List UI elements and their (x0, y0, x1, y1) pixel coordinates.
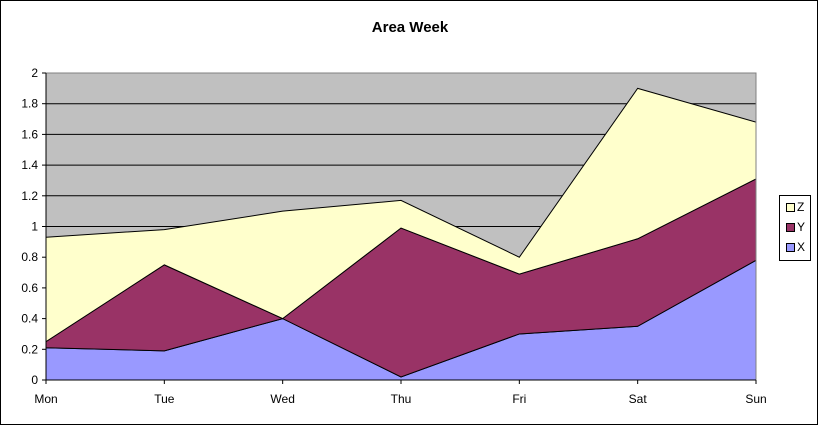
y-tick-label: 1.4 (21, 158, 38, 172)
chart-title: Area Week (371, 19, 449, 36)
x-tick-label: Wed (270, 392, 294, 406)
x-tick-label: Tue (154, 392, 175, 406)
x-tick-label: Thu (391, 392, 412, 406)
y-tick-label: 1.8 (21, 97, 38, 111)
y-tick-label: 0.6 (21, 281, 38, 295)
legend-swatch-z (786, 203, 795, 212)
legend-label-x: X (797, 240, 806, 254)
y-tick-label: 0.8 (21, 250, 38, 264)
y-tick-label: 1.6 (21, 127, 38, 141)
legend-label-y: Y (797, 220, 806, 234)
y-tick-label: 0.2 (21, 342, 38, 356)
legend-label-z: Z (797, 200, 805, 214)
legend-swatch-x (786, 243, 795, 252)
x-tick-label: Fri (512, 392, 526, 406)
y-tick-label: 1.2 (21, 189, 38, 203)
y-tick-label: 2 (31, 66, 38, 80)
y-tick-label: 0 (31, 373, 38, 387)
x-tick-label: Sun (745, 392, 766, 406)
x-tick-label: Sat (629, 392, 648, 406)
legend: Z Y X (779, 195, 811, 261)
y-tick-label: 0.4 (21, 312, 38, 326)
y-tick-label: 1 (31, 220, 38, 234)
legend-swatch-y (786, 223, 795, 232)
x-tick-label: Mon (34, 392, 57, 406)
